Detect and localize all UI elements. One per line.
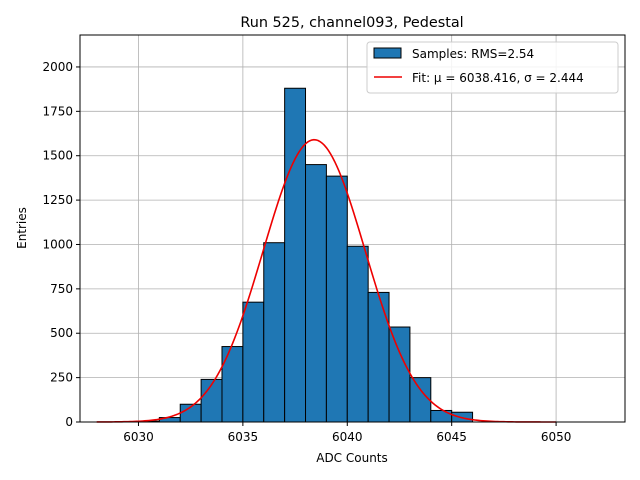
legend-label-samples: Samples: RMS=2.54	[412, 47, 534, 61]
histogram-bar	[263, 242, 286, 423]
histogram-bar	[221, 346, 244, 423]
x-axis-ticks: 6030 6035 6040 6045 6050	[123, 422, 571, 444]
histogram-bars	[137, 87, 474, 423]
x-axis-label: ADC Counts	[316, 451, 388, 465]
y-tick-label: 500	[50, 326, 73, 340]
y-tick-label: 750	[50, 282, 73, 296]
x-tick-label: 6040	[332, 430, 363, 444]
plot-frame	[79, 34, 626, 423]
histogram-bar	[305, 164, 327, 423]
y-tick-label: 1500	[42, 149, 73, 163]
legend: Samples: RMS=2.54 Fit: μ = 6038.416, σ =…	[366, 41, 619, 94]
chart-title: Run 525, channel093, Pedestal	[240, 15, 463, 31]
x-tick-label: 6035	[228, 430, 259, 444]
legend-swatch-samples	[373, 47, 402, 59]
histogram-bar	[409, 377, 432, 423]
histogram-bar	[346, 245, 369, 423]
legend-box	[366, 41, 619, 94]
x-tick-label: 6045	[436, 430, 467, 444]
y-tick-label: 2000	[42, 60, 73, 74]
y-axis-label: Entries	[15, 207, 29, 249]
histogram-bar	[388, 326, 411, 423]
y-tick-label: 1000	[42, 237, 73, 251]
y-tick-label: 1250	[42, 193, 73, 207]
x-tick-label: 6050	[541, 430, 572, 444]
histogram-bar	[430, 409, 453, 423]
histogram-bar	[284, 87, 307, 423]
legend-label-fit: Fit: μ = 6038.416, σ = 2.444	[412, 71, 584, 85]
histogram-bar	[242, 301, 265, 423]
y-tick-label: 250	[50, 371, 73, 385]
y-tick-label: 1750	[42, 104, 73, 118]
y-axis-ticks: 0 250 500 750 1000 1250 1500 1750 2000	[42, 60, 80, 429]
y-tick-label: 0	[65, 415, 73, 429]
x-tick-label: 6030	[123, 430, 154, 444]
fit-curve	[96, 138, 557, 423]
histogram-bar	[325, 175, 348, 423]
histogram-bar	[367, 291, 390, 423]
